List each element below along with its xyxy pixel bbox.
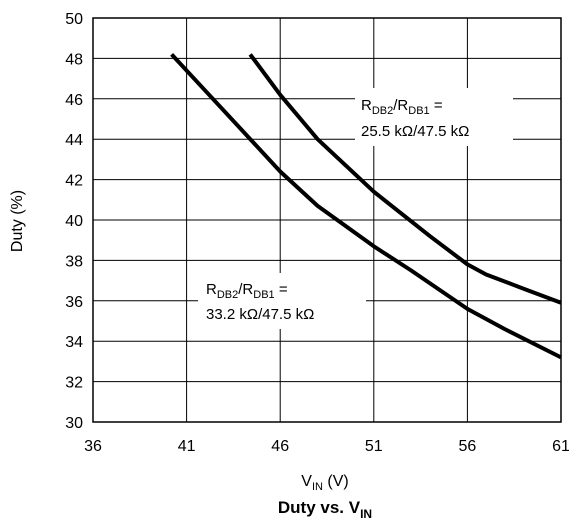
y-tick-label: 46	[65, 92, 83, 109]
series-label-33.2k: RDB2/RDB1 = 33.2 kΩ/47.5 kΩ	[198, 273, 366, 329]
series-label-line1: RDB2/RDB1 =	[361, 97, 443, 117]
series-label-background	[355, 88, 513, 146]
series-label-line1: RDB2/RDB1 =	[206, 281, 288, 301]
x-axis-label: VIN (V)	[301, 473, 348, 493]
y-axis-label: Duty (%)	[9, 190, 26, 252]
y-tick-label: 34	[65, 334, 83, 351]
y-tick-label: 42	[65, 173, 83, 190]
x-tick-labels: 36 41 46 51 56 61	[84, 438, 569, 455]
y-tick-label: 32	[65, 375, 83, 392]
y-tick-label: 38	[65, 253, 83, 270]
series-label-line2: 25.5 kΩ/47.5 kΩ	[361, 123, 469, 140]
series-label-25.5k: RDB2/RDB1 = 25.5 kΩ/47.5 kΩ	[355, 88, 513, 146]
x-tick-label: 51	[365, 438, 383, 455]
x-tick-label: 46	[271, 438, 289, 455]
y-tick-labels: 30 32 34 36 38 40 42 44 46 48 50	[65, 11, 83, 432]
y-tick-label: 48	[65, 51, 83, 68]
chart-title: Duty vs. VIN	[278, 498, 372, 521]
grid	[92, 17, 562, 423]
x-tick-label: 36	[84, 438, 102, 455]
series-line-2	[170, 53, 562, 360]
series-line-1	[248, 53, 562, 305]
y-tick-label: 40	[65, 213, 83, 230]
series-label-background	[198, 273, 366, 329]
plot-frame	[92, 17, 562, 423]
x-tick-label: 61	[552, 438, 569, 455]
x-tick-label: 41	[178, 438, 196, 455]
x-tick-label: 56	[459, 438, 477, 455]
y-tick-label: 30	[65, 415, 83, 432]
series-lines	[170, 53, 562, 360]
y-tick-label: 50	[65, 11, 83, 28]
series-label-line2: 33.2 kΩ/47.5 kΩ	[206, 306, 314, 323]
y-tick-label: 44	[65, 132, 83, 149]
y-tick-label: 36	[65, 294, 83, 311]
